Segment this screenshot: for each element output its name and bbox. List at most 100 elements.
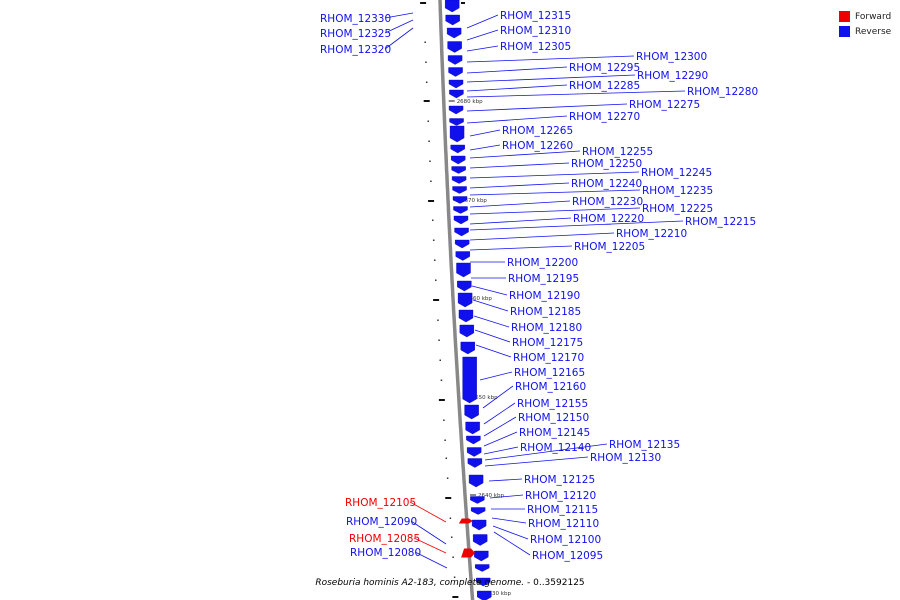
gene-feature[interactable] (466, 435, 481, 445)
gene-label-rhom_12150[interactable]: RHOM_12150 (518, 412, 589, 424)
gene-label-rhom_12325[interactable]: RHOM_12325 (320, 28, 391, 40)
gene-feature[interactable] (458, 309, 474, 323)
gene-feature[interactable] (451, 176, 467, 184)
gene-label-rhom_12210[interactable]: RHOM_12210 (616, 228, 687, 240)
gene-label-rhom_12205[interactable]: RHOM_12205 (574, 241, 645, 253)
gene-label-rhom_12140[interactable]: RHOM_12140 (520, 442, 591, 454)
gene-label-rhom_12285[interactable]: RHOM_12285 (569, 80, 640, 92)
gene-label-rhom_12275[interactable]: RHOM_12275 (629, 99, 700, 111)
gene-feature[interactable] (455, 251, 470, 261)
gene-feature[interactable] (452, 186, 467, 194)
gene-feature[interactable] (451, 166, 466, 174)
gene-feature[interactable] (476, 577, 491, 587)
gene-feature[interactable] (471, 519, 487, 531)
gene-feature-forward[interactable] (458, 518, 473, 524)
gene-label-rhom_12225[interactable]: RHOM_12225 (642, 203, 713, 215)
label-leader-lines (384, 12, 686, 569)
gene-label-rhom_12120[interactable]: RHOM_12120 (525, 490, 596, 502)
gene-label-rhom_12175[interactable]: RHOM_12175 (512, 337, 583, 349)
gene-label-rhom_12185[interactable]: RHOM_12185 (510, 306, 581, 318)
gene-feature[interactable] (454, 239, 470, 249)
leader-line (469, 162, 570, 169)
gene-label-rhom_12290[interactable]: RHOM_12290 (637, 70, 708, 82)
gene-feature[interactable] (447, 55, 463, 65)
gene-label-rhom_12300[interactable]: RHOM_12300 (636, 51, 707, 63)
gene-feature[interactable] (449, 125, 465, 143)
gene-label-rhom_12110[interactable]: RHOM_12110 (528, 518, 599, 530)
gene-label-rhom_12090[interactable]: RHOM_12090 (346, 516, 417, 528)
gene-label-rhom_12155[interactable]: RHOM_12155 (517, 398, 588, 410)
gene-feature[interactable] (454, 227, 469, 237)
gene-feature[interactable] (453, 206, 468, 214)
gene-label-rhom_12280[interactable]: RHOM_12280 (687, 86, 758, 98)
gene-label-rhom_12125[interactable]: RHOM_12125 (524, 474, 595, 486)
gene-label-rhom_12195[interactable]: RHOM_12195 (508, 273, 579, 285)
gene-label-rhom_12115[interactable]: RHOM_12115 (527, 504, 598, 516)
gene-label-rhom_12215[interactable]: RHOM_12215 (685, 216, 756, 228)
gene-label-rhom_12100[interactable]: RHOM_12100 (530, 534, 601, 546)
gene-label-rhom_12095[interactable]: RHOM_12095 (532, 550, 603, 562)
gene-label-rhom_12250[interactable]: RHOM_12250 (571, 158, 642, 170)
gene-feature[interactable] (474, 564, 490, 572)
gene-feature[interactable] (462, 356, 477, 404)
gene-feature[interactable] (453, 215, 469, 225)
gene-feature[interactable] (448, 105, 464, 115)
gene-label-rhom_12160[interactable]: RHOM_12160 (515, 381, 586, 393)
gene-label-rhom_12305[interactable]: RHOM_12305 (500, 41, 571, 53)
gene-feature[interactable] (450, 144, 465, 154)
gene-feature[interactable] (449, 89, 464, 99)
gene-feature[interactable] (446, 27, 462, 39)
gene-feature[interactable] (447, 41, 462, 53)
gene-feature[interactable] (468, 474, 484, 488)
gene-feature[interactable] (449, 118, 464, 126)
gene-label-rhom_12105[interactable]: RHOM_12105 (345, 497, 416, 509)
gene-feature[interactable] (444, 0, 460, 13)
gene-label-rhom_12165[interactable]: RHOM_12165 (514, 367, 585, 379)
gene-feature[interactable] (474, 550, 489, 562)
gene-feature[interactable] (450, 155, 466, 165)
gene-label-rhom_12200[interactable]: RHOM_12200 (507, 257, 578, 269)
gene-label-rhom_12260[interactable]: RHOM_12260 (502, 140, 573, 152)
gene-feature-forward[interactable] (461, 548, 476, 558)
gene-label-rhom_12320[interactable]: RHOM_12320 (320, 44, 391, 56)
gene-feature[interactable] (457, 280, 472, 292)
gene-feature[interactable] (452, 196, 468, 204)
gene-label-rhom_12295[interactable]: RHOM_12295 (569, 62, 640, 74)
gene-feature[interactable] (466, 447, 482, 457)
gene-label-rhom_12255[interactable]: RHOM_12255 (582, 146, 653, 158)
gene-feature[interactable] (470, 507, 486, 515)
gene-label-rhom_12145[interactable]: RHOM_12145 (519, 427, 590, 439)
gene-label-rhom_12130[interactable]: RHOM_12130 (590, 452, 661, 464)
gene-feature[interactable] (477, 590, 492, 600)
gene-label-rhom_12315[interactable]: RHOM_12315 (500, 10, 571, 22)
gene-label-rhom_12265[interactable]: RHOM_12265 (502, 125, 573, 137)
gene-label-rhom_12310[interactable]: RHOM_12310 (500, 25, 571, 37)
gene-label-rhom_12220[interactable]: RHOM_12220 (573, 213, 644, 225)
gene-label-rhom_12170[interactable]: RHOM_12170 (513, 352, 584, 364)
gene-feature[interactable] (464, 404, 479, 420)
gene-feature[interactable] (448, 79, 464, 89)
gene-feature[interactable] (456, 262, 471, 278)
gene-feature[interactable] (472, 534, 488, 546)
gene-label-rhom_12180[interactable]: RHOM_12180 (511, 322, 582, 334)
gene-feature[interactable] (467, 458, 483, 468)
gene-label-rhom_12330[interactable]: RHOM_12330 (320, 13, 391, 25)
leader-line (414, 551, 448, 569)
gene-label-rhom_12245[interactable]: RHOM_12245 (641, 167, 712, 179)
gene-label-rhom_12235[interactable]: RHOM_12235 (642, 185, 713, 197)
gene-label-rhom_12270[interactable]: RHOM_12270 (569, 111, 640, 123)
gene-label-rhom_12190[interactable]: RHOM_12190 (509, 290, 580, 302)
gene-feature[interactable] (457, 292, 473, 308)
gene-feature[interactable] (448, 67, 463, 77)
gene-label-rhom_12085[interactable]: RHOM_12085 (349, 533, 420, 545)
gene-feature[interactable] (465, 421, 480, 435)
gene-feature[interactable] (459, 324, 475, 338)
gene-label-rhom_12230[interactable]: RHOM_12230 (572, 196, 643, 208)
gene-label-rhom_12240[interactable]: RHOM_12240 (571, 178, 642, 190)
gene-label-rhom_12135[interactable]: RHOM_12135 (609, 439, 680, 451)
gene-feature[interactable] (460, 341, 475, 355)
gene-label-rhom_12080[interactable]: RHOM_12080 (350, 547, 421, 559)
gene-feature[interactable] (470, 496, 485, 504)
gene-feature[interactable] (445, 14, 460, 26)
